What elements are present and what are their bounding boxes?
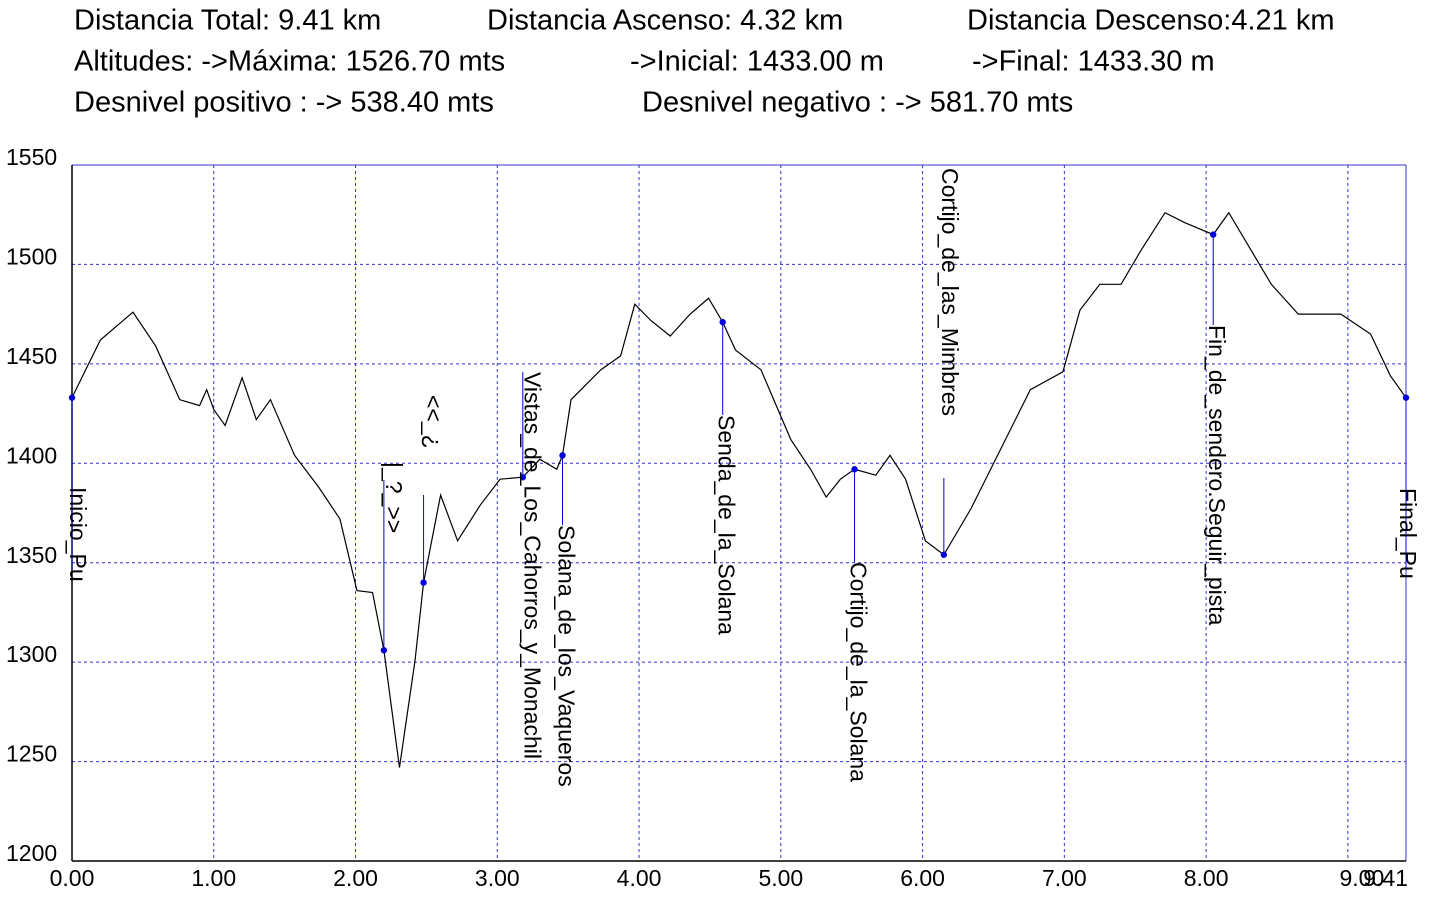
waypoint-marker (851, 466, 858, 473)
x-tick-label: 3.00 (475, 865, 520, 891)
y-tick-label: 1500 (6, 244, 57, 270)
x-tick-label: 9.41 (1363, 865, 1408, 891)
waypoint-label: Senda_de_la_Solana (714, 415, 740, 635)
x-tick-label: 9.00 (1339, 865, 1384, 891)
x-tick-label: 6.00 (900, 865, 945, 891)
summary-text: ->Inicial: 1433.00 m (630, 46, 884, 78)
waypoint-label: Inicio_Pu (65, 487, 91, 582)
waypoint-marker (380, 647, 388, 654)
waypoint-label: |_?_>> (381, 462, 407, 533)
waypoint-label: Vistas_de_Los_Cahorros_y_Monachil (520, 372, 546, 759)
waypoint-marker (68, 394, 76, 401)
x-tick-label: 0.00 (50, 865, 95, 891)
y-tick-label: 1550 (6, 144, 57, 170)
x-tick-label: 4.00 (617, 865, 662, 891)
summary-text: ->Final: 1433.30 m (972, 46, 1215, 78)
waypoint-marker (719, 318, 726, 326)
x-tick-label: 1.00 (191, 865, 236, 891)
waypoint-label: <<_¿ (420, 395, 446, 449)
y-tick-label: 1300 (6, 641, 57, 667)
elevation-line (71, 211, 1407, 768)
waypoint-marker (519, 474, 527, 481)
y-tick-label: 1200 (6, 840, 57, 866)
x-tick-label: 5.00 (758, 865, 803, 891)
x-tick-label: 7.00 (1042, 865, 1087, 891)
waypoint-marker (1210, 231, 1217, 238)
waypoint-label: Cortijo_de_las_Mimbres (937, 168, 963, 416)
y-tick-label: 1350 (6, 542, 57, 568)
waypoint-label: Solana_de_los_Vaqueros (553, 525, 579, 787)
waypoint-label: Final_Pu (1395, 488, 1421, 579)
waypoint-marker (420, 579, 427, 586)
summary-text: Distancia Ascenso: 4.32 km (487, 5, 843, 37)
y-tick-label: 1250 (6, 741, 57, 767)
waypoint-marker (940, 551, 948, 558)
summary-text: Altitudes: ->Máxima: 1526.70 mts (74, 46, 505, 78)
waypoint-label: Cortijo_de_la_Solana (845, 562, 871, 782)
waypoint-marker (1402, 394, 1410, 401)
x-tick-label: 2.00 (333, 865, 378, 891)
summary-text: Desnivel negativo : -> 581.70 mts (642, 87, 1073, 119)
waypoint-label: Fin_de_sendero.Seguir_pista (1204, 325, 1230, 626)
summary-text: Distancia Total: 9.41 km (74, 5, 381, 37)
waypoint-marker (559, 452, 566, 459)
summary-text: Distancia Descenso:4.21 km (967, 5, 1335, 37)
y-tick-label: 1400 (6, 442, 57, 468)
y-tick-label: 1450 (6, 343, 57, 369)
x-tick-label: 8.00 (1184, 865, 1229, 891)
summary-text: Desnivel positivo : -> 538.40 mts (74, 87, 494, 119)
